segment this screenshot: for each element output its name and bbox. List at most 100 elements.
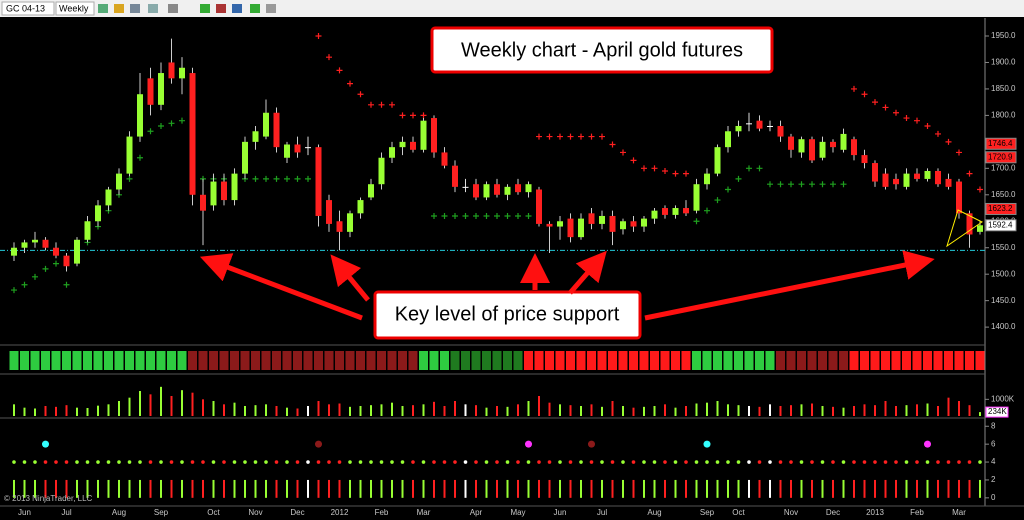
volume-bar	[212, 401, 215, 416]
stop-marker	[819, 181, 826, 188]
stop-marker	[935, 130, 941, 137]
indicator-dot	[138, 460, 142, 464]
candle-body	[830, 141, 836, 148]
signal-dot	[315, 440, 322, 448]
candle-body	[672, 208, 679, 215]
trend-block	[293, 351, 302, 370]
trend-block	[62, 351, 71, 370]
indicator-dot	[211, 460, 216, 464]
volume-bar	[590, 404, 593, 416]
volume-bar	[958, 401, 960, 416]
stop-marker	[347, 80, 353, 87]
indicator-dot	[432, 460, 436, 464]
stop-marker	[399, 112, 406, 119]
symbol-box[interactable]	[1, 1, 55, 16]
volume-bar	[317, 401, 320, 416]
volume-bar	[286, 407, 288, 416]
candle-body	[168, 62, 175, 79]
candle-body	[200, 194, 206, 211]
indicator-dot	[663, 460, 667, 464]
tool-icon[interactable]	[216, 4, 226, 13]
tool-icon[interactable]	[200, 4, 210, 13]
stop-marker	[714, 197, 721, 204]
candle-body	[557, 221, 563, 227]
symbol[interactable]: GC 04-13	[6, 3, 45, 13]
volume-bar	[97, 405, 99, 416]
trend-block	[450, 351, 460, 370]
volume-bar	[790, 405, 792, 416]
volume-bar	[748, 406, 750, 416]
trend-block	[9, 351, 19, 370]
trend-block	[240, 351, 250, 370]
x-tick-label: Aug	[112, 508, 126, 517]
volume-bar	[580, 406, 582, 416]
candle-body	[189, 73, 196, 195]
candle-body	[515, 184, 521, 193]
stop-marker	[914, 117, 920, 124]
candle-body	[179, 67, 185, 79]
title: Weekly chart - April gold futures	[461, 39, 743, 61]
candle-body	[683, 208, 689, 214]
period[interactable]: Weekly	[59, 3, 89, 13]
stop-marker	[32, 273, 38, 280]
trend-block	[671, 351, 680, 370]
y-tick-label: 1950.0	[991, 31, 1016, 40]
tool-icon[interactable]	[130, 4, 140, 13]
stop-marker	[11, 287, 17, 294]
x-tick-label: Feb	[375, 508, 389, 517]
indicator-dot	[694, 460, 699, 464]
indicator-dot	[369, 460, 373, 464]
tool-icon[interactable]	[98, 4, 108, 13]
indicator-dot	[232, 460, 237, 464]
indicator-dot	[337, 460, 342, 464]
volume-bar	[695, 403, 698, 416]
tool-icon[interactable]	[168, 4, 178, 13]
indicator-dot	[390, 460, 394, 464]
indicator-dot	[75, 460, 79, 464]
x-tick-label: Jul	[61, 508, 71, 517]
price-label: 1592.4	[988, 220, 1013, 229]
volume-bar	[863, 404, 866, 416]
volume-bar	[422, 404, 425, 416]
stop-marker	[830, 181, 836, 188]
tool-icon[interactable]	[250, 4, 260, 13]
y-tick-label: 1500.0	[991, 269, 1016, 278]
trend-block	[786, 351, 796, 370]
period-box[interactable]	[55, 1, 95, 16]
volume-bar	[328, 404, 330, 416]
indicator-dot	[96, 460, 100, 464]
candle-body	[525, 184, 532, 193]
x-tick-label: Oct	[732, 508, 745, 517]
indicator-dot	[253, 460, 258, 464]
indicator-dot	[316, 460, 321, 464]
indicator-dot	[820, 460, 825, 464]
volume-bar	[601, 406, 603, 416]
trend-block	[356, 351, 365, 370]
candle-body	[462, 186, 469, 188]
volume-bar	[632, 407, 635, 416]
volume-bar	[737, 405, 740, 416]
tool-icon[interactable]	[148, 4, 158, 13]
indicator-dot	[589, 460, 594, 464]
x-tick-label: Nov	[784, 508, 798, 517]
x-tick-label: Dec	[826, 508, 840, 517]
tool-icon[interactable]	[114, 4, 124, 13]
volume-bar	[842, 407, 845, 416]
volume-bar	[86, 408, 89, 416]
tool-icon[interactable]	[266, 4, 276, 13]
indicator-dot	[547, 460, 552, 464]
trend-block	[797, 351, 806, 370]
indicator-dot	[484, 460, 489, 464]
tool-icon[interactable]	[232, 4, 242, 13]
candle-body	[777, 125, 784, 137]
indicator-dot	[505, 460, 510, 464]
volume-bar	[181, 390, 183, 416]
price-label: 1720.9	[988, 152, 1013, 161]
candle-body	[630, 221, 637, 227]
trend-block	[72, 351, 82, 370]
candle-body	[420, 120, 427, 150]
volume-bar	[265, 404, 267, 416]
trend-block	[41, 351, 50, 370]
trend-block	[891, 351, 901, 370]
candle-body	[315, 147, 322, 216]
